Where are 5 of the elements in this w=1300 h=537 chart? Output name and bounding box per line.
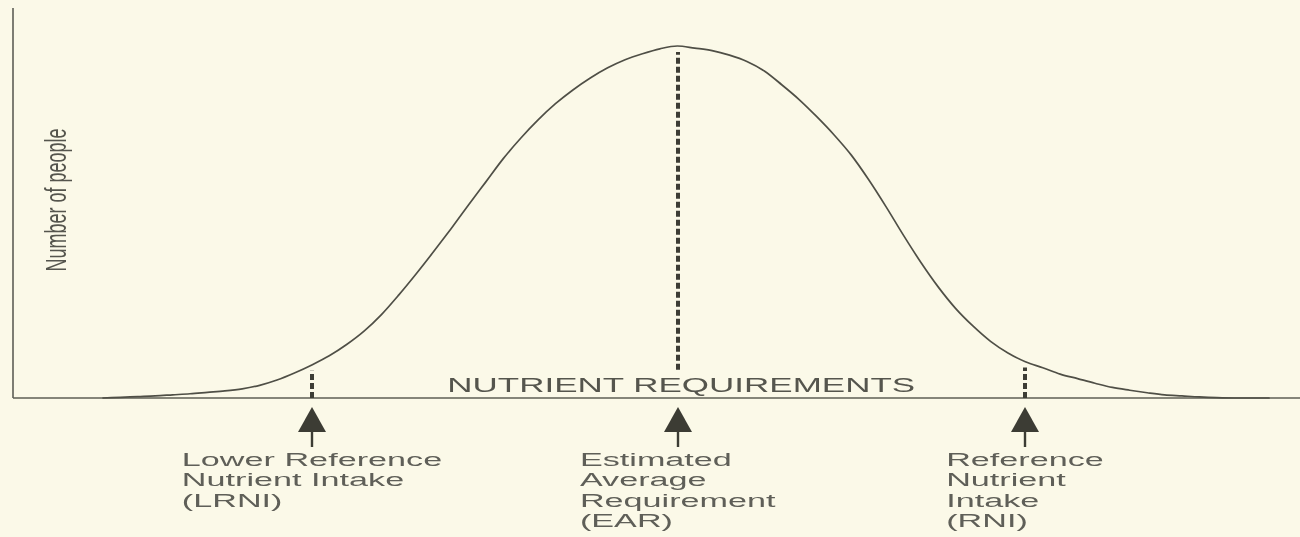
y-axis-title: Number of people [39, 128, 72, 272]
x-axis-title: NUTRIENT REQUIREMENTS [447, 373, 916, 397]
text: Estimated Average Requirement (EAR) [579, 449, 777, 532]
text: Reference Nutrient Intake (RNI) [946, 449, 1104, 532]
text: Lower Reference Nutrient Intake (LRNI) [181, 449, 443, 511]
